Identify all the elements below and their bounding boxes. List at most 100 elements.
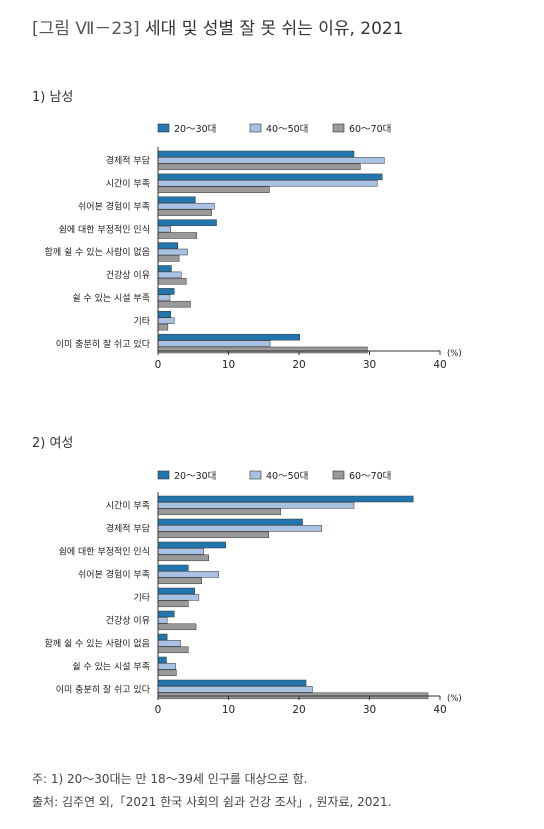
legend-label-3: 60～70대 <box>349 124 391 135</box>
bar-3 <box>157 531 269 539</box>
bar-3 <box>157 255 180 262</box>
bar-2 <box>157 686 313 693</box>
figure-title: [그림 Ⅶ－23] 세대 및 성별 잘 못 쉬는 이유, 2021 <box>32 14 404 39</box>
x-unit-label: (%) <box>447 349 462 359</box>
bar-1 <box>157 610 175 618</box>
bar-3 <box>157 346 368 354</box>
category-label: 건강상 이유 <box>106 270 150 281</box>
x-tick-label: 40 <box>433 359 446 371</box>
x-tick-label: 0 <box>155 359 162 371</box>
bar-1 <box>157 679 307 687</box>
category-label: 기타 <box>133 593 150 604</box>
figure-number: [그림 Ⅶ－23] <box>32 19 140 39</box>
bar-1 <box>157 333 300 341</box>
x-tick-label: 30 <box>363 704 376 716</box>
bar-1 <box>157 311 171 318</box>
bar-1 <box>157 242 178 249</box>
x-tick-label: 20 <box>292 359 305 371</box>
legend-label-2: 40～50대 <box>266 471 308 482</box>
bar-2 <box>157 271 182 279</box>
category-label: 함께 쉴 수 있는 사람이 없음 <box>45 638 150 650</box>
bar-2 <box>157 248 188 256</box>
legend-label-1: 20～30대 <box>174 124 216 135</box>
category-label: 쉬어본 경험이 부족 <box>78 569 150 581</box>
category-label: 쉬어본 경험이 부족 <box>78 200 150 212</box>
x-tick-label: 20 <box>292 704 305 716</box>
bar-1 <box>157 564 189 572</box>
legend-swatch-3 <box>332 470 345 480</box>
bar-2 <box>157 157 385 164</box>
bar-2 <box>157 525 322 532</box>
bar-1 <box>157 518 303 526</box>
bar-1 <box>157 219 217 226</box>
bar-2 <box>157 180 378 187</box>
bar-2 <box>157 617 168 624</box>
bar-3 <box>157 577 202 585</box>
category-label: 쉴 수 있는 시설 부족 <box>72 292 150 304</box>
bar-3 <box>157 508 281 516</box>
category-label: 경제적 부담 <box>106 155 150 167</box>
category-label: 이미 충분히 잘 쉬고 있다 <box>56 684 151 696</box>
bar-1 <box>157 656 167 664</box>
bar-3 <box>157 623 197 631</box>
bar-1 <box>157 265 172 272</box>
category-label: 함께 쉴 수 있는 사람이 없음 <box>45 246 150 258</box>
footnote: 주: 1) 20～30대는 만 18～39세 인구를 대상으로 함. <box>32 772 308 786</box>
legend-swatch-2 <box>249 123 262 133</box>
bar-3 <box>157 163 361 171</box>
bar-3 <box>157 278 187 285</box>
bar-3 <box>157 232 198 239</box>
bar-3 <box>157 300 191 308</box>
bar-2 <box>157 640 181 647</box>
panel-title-female: 2) 여성 <box>32 436 74 451</box>
x-tick-label: 0 <box>155 704 162 716</box>
bar-1 <box>157 173 383 181</box>
bar-2 <box>157 317 175 324</box>
bar-2 <box>157 571 219 578</box>
category-label: 시간이 부족 <box>106 501 150 512</box>
bar-2 <box>157 594 200 601</box>
bar-2 <box>157 294 171 302</box>
category-label: 이미 충분히 잘 쉬고 있다 <box>56 338 151 350</box>
category-label: 쉼에 대한 부정적인 인식 <box>59 223 150 235</box>
bar-3 <box>157 323 169 331</box>
bar-2 <box>157 548 205 555</box>
legend-label-3: 60～70대 <box>349 471 391 482</box>
bar-3 <box>157 600 189 608</box>
legend-label-1: 20～30대 <box>174 471 216 482</box>
panel-title-male: 1) 남성 <box>32 90 74 105</box>
x-tick-label: 40 <box>433 704 446 716</box>
legend-swatch-2 <box>249 470 262 480</box>
bar-1 <box>157 495 414 503</box>
x-unit-label: (%) <box>447 694 462 704</box>
bar-2 <box>157 663 176 670</box>
bar-1 <box>157 633 168 641</box>
bar-3 <box>157 554 210 562</box>
x-tick-label: 10 <box>222 704 235 716</box>
legend-swatch-1 <box>157 123 170 133</box>
bar-3 <box>157 186 270 193</box>
category-label: 경제적 부담 <box>106 523 150 535</box>
legend-label-2: 40～50대 <box>266 124 308 135</box>
figure-title-text: 세대 및 성별 잘 못 쉬는 이유, 2021 <box>145 19 404 39</box>
bar-2 <box>157 225 171 233</box>
bar-1 <box>157 150 355 158</box>
legend-swatch-1 <box>157 470 170 480</box>
category-label: 시간이 부족 <box>106 179 150 190</box>
category-label: 건강상 이유 <box>106 616 150 627</box>
bar-1 <box>157 587 195 595</box>
source-note: 출처: 김주연 외,「2021 한국 사회의 쉼과 건강 조사」, 원자료, 2… <box>32 795 392 809</box>
bar-3 <box>157 646 189 654</box>
bar-2 <box>157 340 271 347</box>
category-label: 쉼에 대한 부정적인 인식 <box>59 546 150 558</box>
bar-1 <box>157 541 226 549</box>
bar-1 <box>157 196 196 204</box>
bar-3 <box>157 669 177 677</box>
bar-2 <box>157 202 215 210</box>
bar-3 <box>157 209 212 216</box>
bar-1 <box>157 288 175 295</box>
